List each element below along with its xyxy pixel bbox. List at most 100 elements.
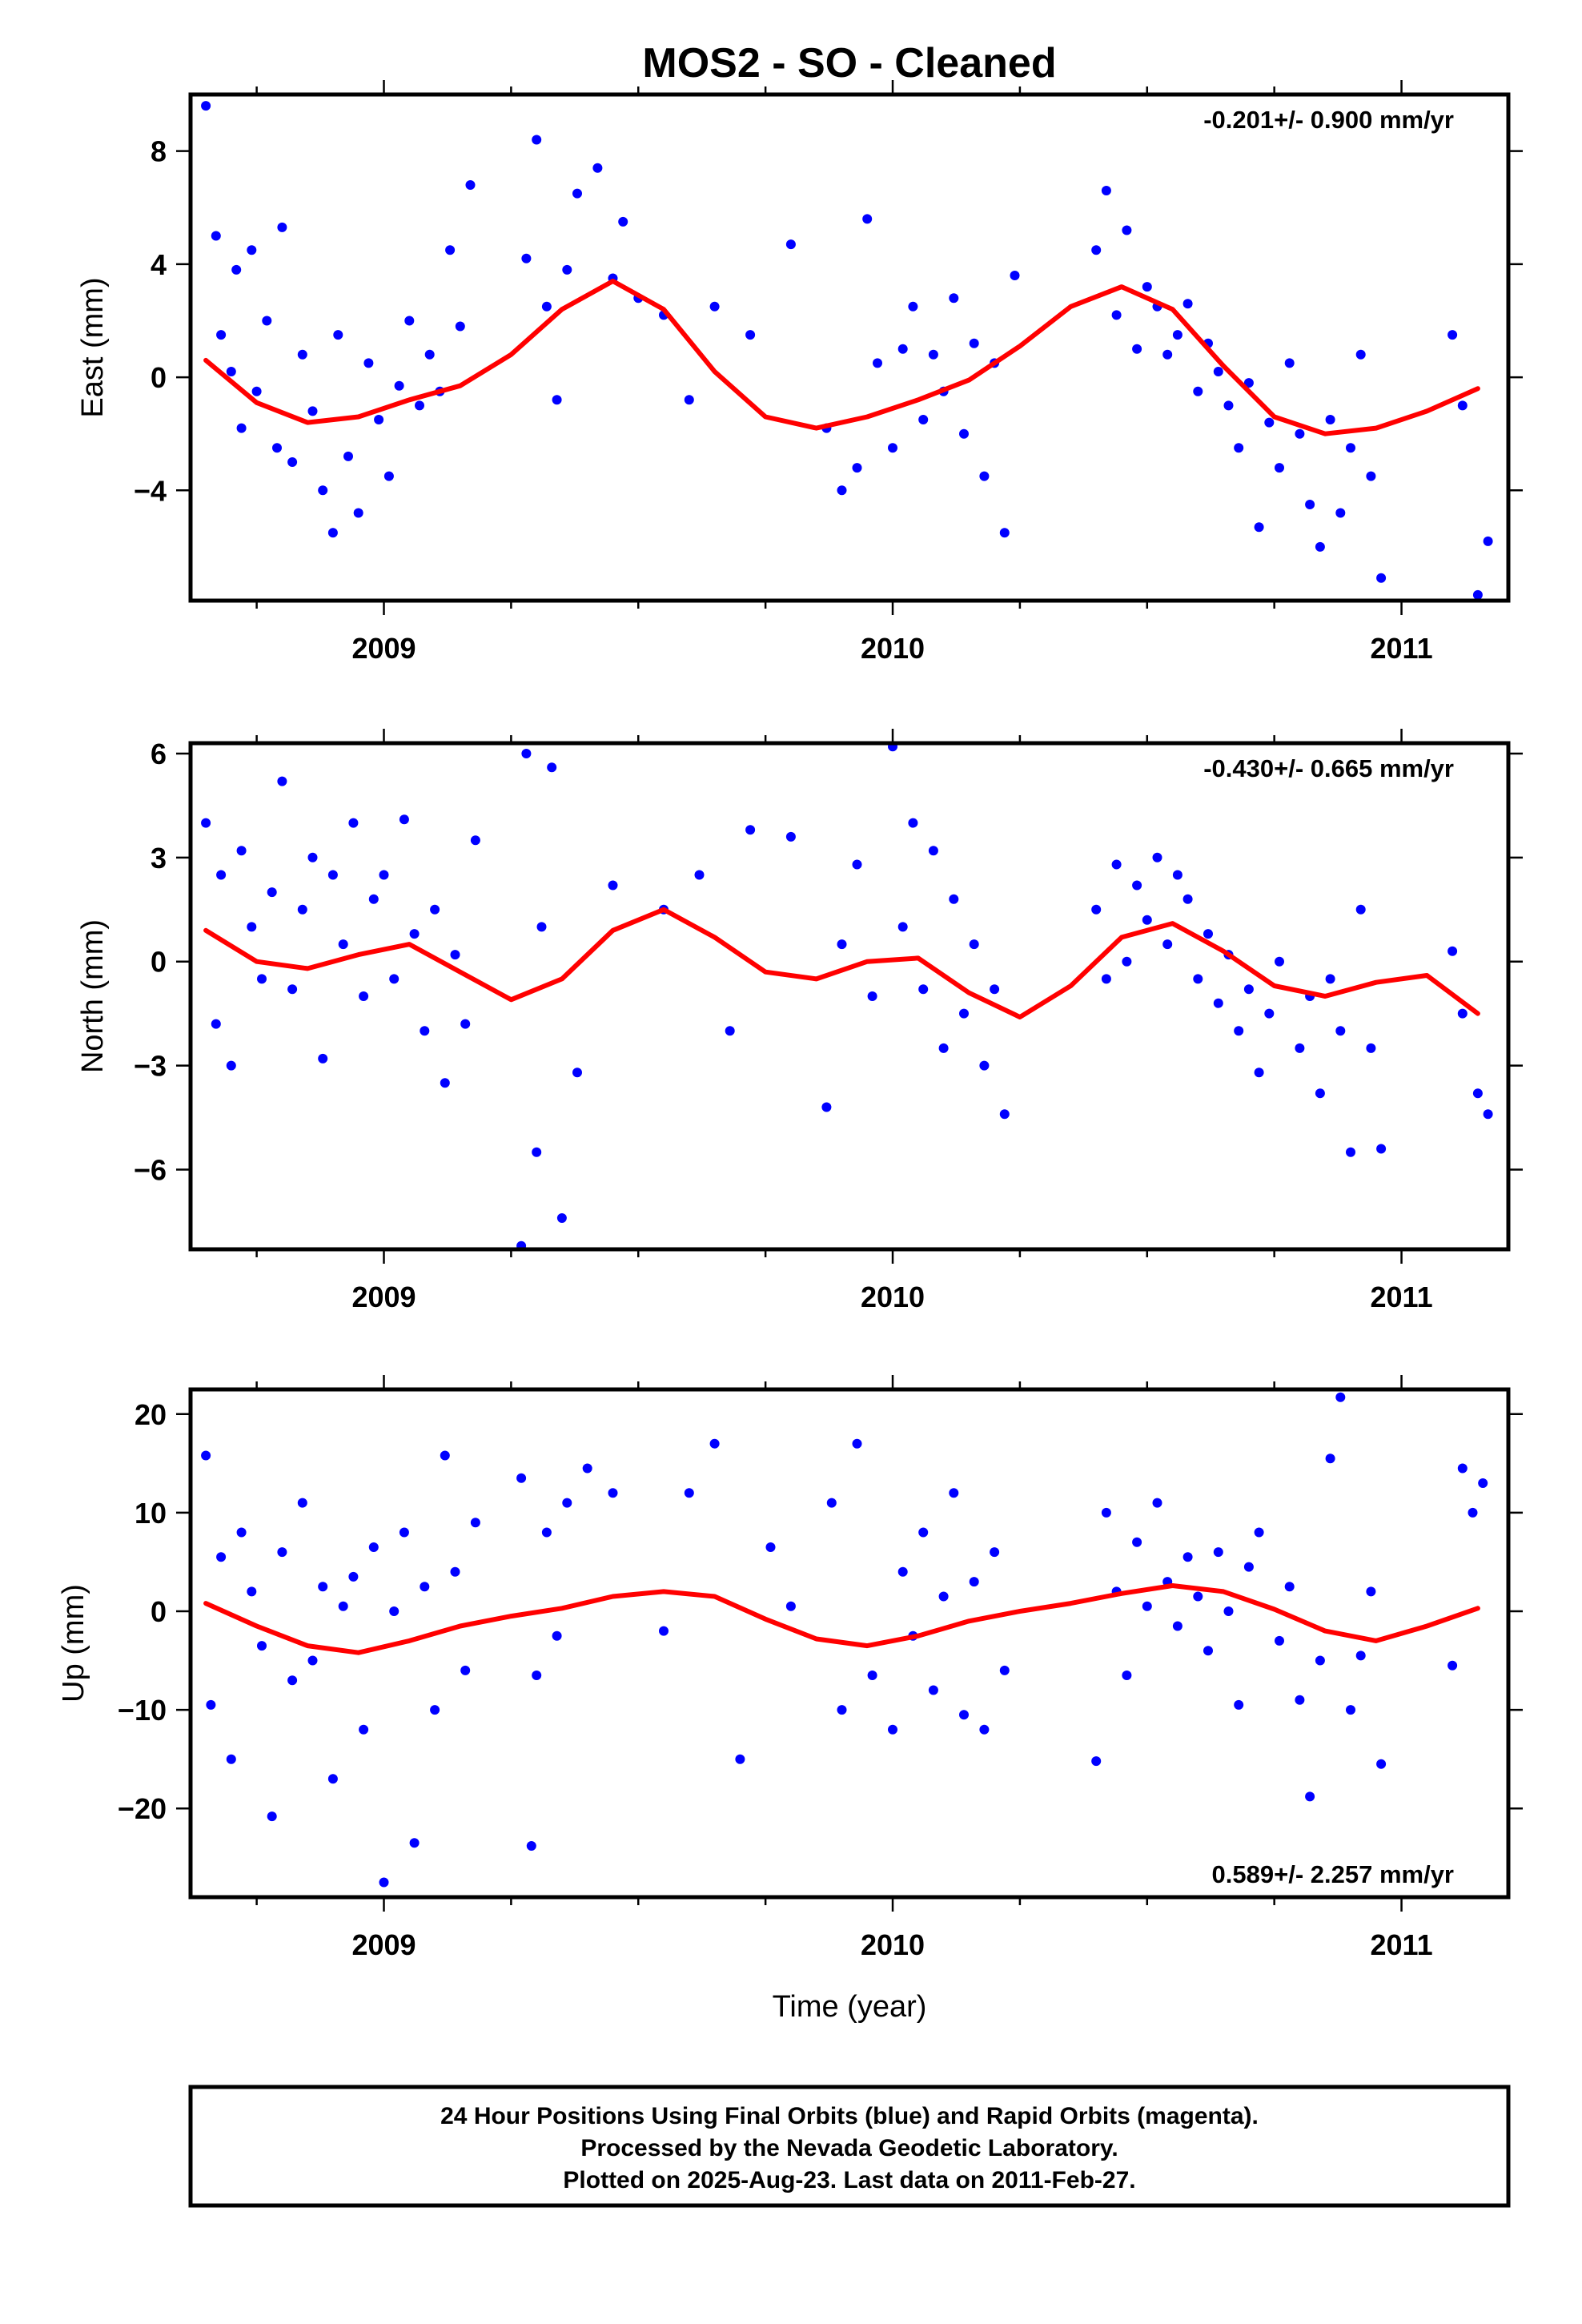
east-data-point [1457, 400, 1468, 411]
up-data-point [287, 1675, 298, 1686]
east-data-point [455, 321, 465, 332]
east-data-point [1335, 508, 1346, 518]
up-data-point [1295, 1695, 1305, 1705]
north-data-point [556, 1213, 567, 1223]
east-data-point [873, 358, 882, 368]
east-data-point [949, 293, 959, 304]
north-data-point [837, 939, 847, 950]
east-data-point [1010, 271, 1020, 280]
north-data-point [297, 904, 307, 915]
east-data-point [1376, 573, 1387, 583]
north-data-point [420, 1026, 430, 1036]
up-y-tick-label: 10 [135, 1497, 167, 1530]
north-data-point [536, 922, 547, 932]
east-data-point [277, 222, 287, 232]
up-data-point [338, 1601, 348, 1611]
up-data-point [949, 1488, 959, 1498]
up-data-point [837, 1705, 847, 1715]
north-data-point [1122, 956, 1132, 967]
east-data-point [1132, 344, 1142, 354]
north-data-point [821, 1102, 832, 1112]
north-data-point [867, 991, 877, 1001]
north-y-tick-label: −3 [134, 1050, 167, 1083]
north-data-point [236, 846, 247, 856]
up-data-point [236, 1527, 247, 1538]
up-data-point [582, 1463, 592, 1474]
north-data-point [1172, 870, 1182, 880]
east-y-tick-label: −4 [134, 474, 167, 507]
north-data-point [399, 814, 409, 825]
up-data-point [297, 1498, 307, 1508]
east-data-point [1162, 349, 1173, 360]
north-data-point [211, 1019, 221, 1029]
north-data-point [897, 922, 908, 932]
x-axis-title: Time (year) [773, 1990, 927, 2024]
north-y-tick-label: −6 [134, 1153, 167, 1186]
up-data-point [307, 1655, 318, 1666]
up-data-point [450, 1566, 460, 1577]
up-data-point [226, 1754, 236, 1764]
up-data-point [430, 1705, 440, 1715]
north-data-point [852, 859, 862, 870]
north-x-tick-label: 2010 [861, 1281, 925, 1313]
up-data-point [460, 1665, 471, 1675]
east-data-point [1234, 443, 1244, 453]
east-data-point [383, 471, 394, 481]
north-data-point [1213, 998, 1223, 1008]
east-data-point [999, 528, 1010, 538]
north-data-point [990, 984, 1000, 995]
north-data-point [1483, 1109, 1493, 1120]
north-y-tick-label: 0 [151, 946, 167, 979]
up-data-point [1275, 1635, 1284, 1646]
north-data-point [450, 950, 460, 960]
north-data-point [1091, 904, 1102, 915]
north-data-point [359, 991, 369, 1001]
north-data-point [999, 1109, 1010, 1120]
up-data-point [359, 1724, 369, 1735]
up-data-point [470, 1518, 480, 1528]
up-data-point [526, 1841, 536, 1851]
north-data-point [368, 894, 379, 904]
footer-line-1: 24 Hour Positions Using Final Orbits (bl… [440, 2103, 1259, 2129]
east-data-point [394, 380, 404, 391]
north-data-point [1111, 859, 1122, 870]
east-data-point [327, 528, 338, 538]
east-data-point [1243, 378, 1254, 388]
east-data-point [959, 428, 969, 439]
up-data-point [368, 1542, 379, 1552]
east-data-point [837, 485, 847, 496]
chart-title: MOS2 - SO - Cleaned [642, 40, 1056, 86]
east-data-point [318, 485, 328, 496]
north-data-point [1264, 1008, 1275, 1019]
east-data-point [231, 264, 242, 275]
east-data-point [1142, 282, 1152, 292]
north-data-point [470, 835, 480, 846]
up-data-point [1182, 1552, 1193, 1562]
east-data-point [572, 188, 582, 199]
up-y-tick-label: 20 [135, 1398, 167, 1431]
up-data-point [541, 1527, 552, 1538]
east-data-point [251, 386, 262, 396]
north-data-point [532, 1147, 542, 1157]
north-data-point [348, 818, 359, 828]
east-data-point [1275, 463, 1284, 473]
east-data-point [297, 349, 307, 360]
north-data-point [1355, 904, 1366, 915]
east-data-point [852, 463, 862, 473]
north-y-tick-label: 6 [151, 738, 167, 770]
east-data-point [353, 508, 363, 518]
up-data-point [735, 1754, 745, 1764]
north-data-point [969, 939, 979, 950]
east-data-point [1355, 349, 1366, 360]
east-data-point [307, 406, 318, 416]
north-data-point [928, 846, 938, 856]
up-data-point [928, 1685, 938, 1695]
up-y-tick-label: −10 [118, 1694, 167, 1727]
north-data-point [1254, 1068, 1264, 1078]
east-y-tick-label: 8 [151, 135, 167, 168]
north-data-point [247, 922, 257, 932]
up-data-point [888, 1724, 897, 1735]
up-data-point [765, 1542, 776, 1552]
north-data-point [307, 852, 318, 862]
